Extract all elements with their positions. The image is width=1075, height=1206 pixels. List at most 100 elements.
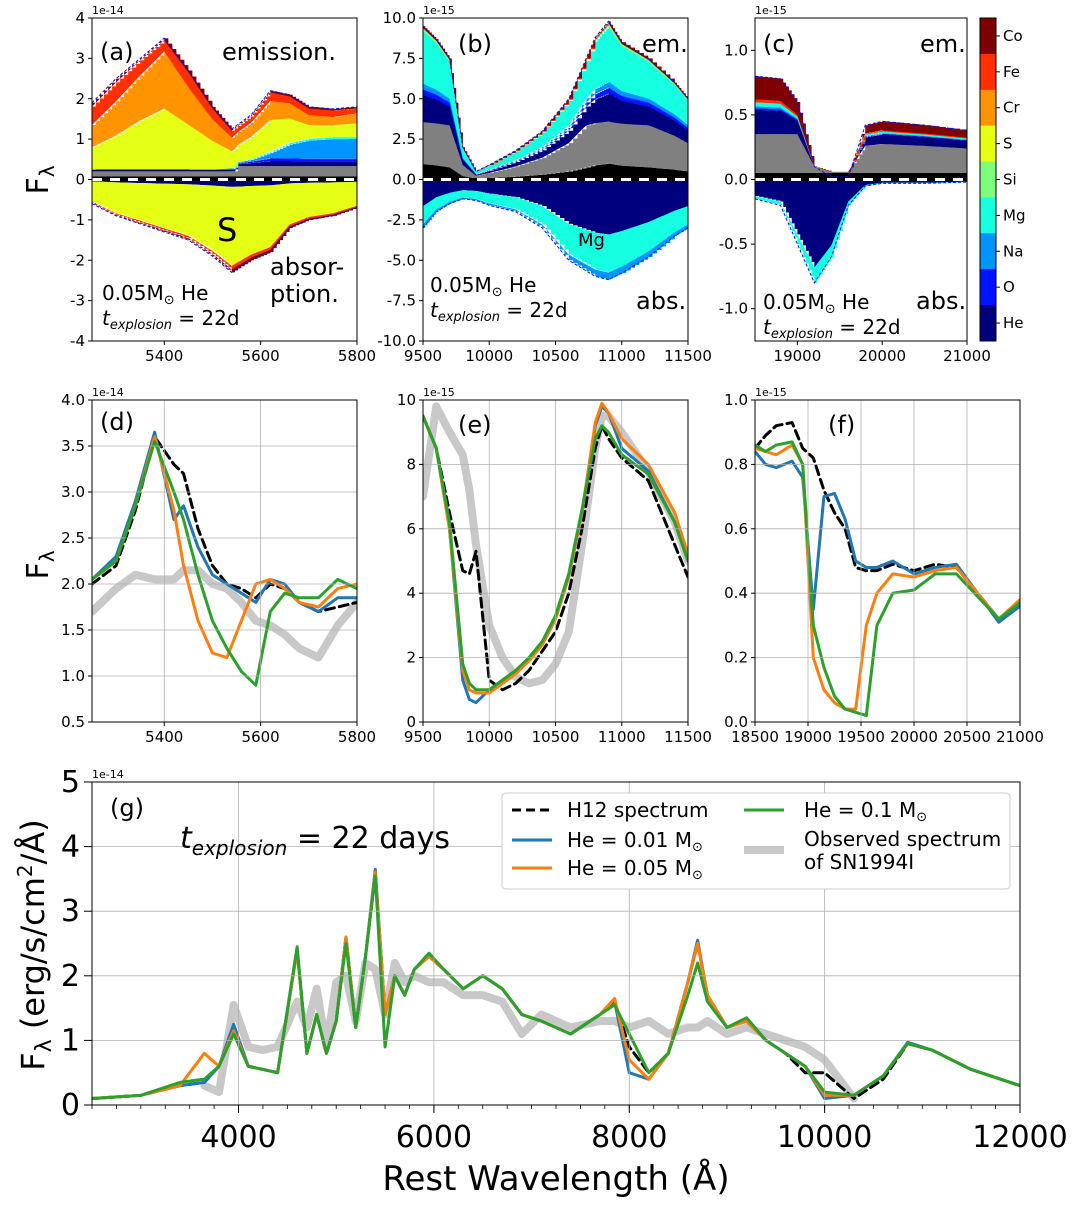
y-tick-label: 10.0 (383, 9, 416, 27)
y-tick-label: 3 (75, 49, 85, 67)
y-tick-label: 3 (61, 894, 80, 929)
legend-he01: He = 0.1 M⊙ (804, 798, 927, 825)
label-c: (c) (763, 30, 795, 58)
y-tick-label: 2 (61, 959, 80, 994)
series-line-he-0-05-m- (423, 401, 688, 695)
legend-obs1: Observed spectrum (804, 827, 1001, 851)
y-tick-label: 3.0 (61, 483, 85, 501)
annot-g-texp: texplosion = 22 days (180, 821, 450, 860)
panel-a: 5400 5600 5800 -4 -3 -2 -1 0 1 2 3 4 1e-14 (70, 4, 376, 365)
axis-exponent: 1e-14 (92, 768, 124, 781)
ylabel-g: Fλ (erg/s/cm2/Å) (13, 819, 57, 1071)
y-tick-label: 3.5 (61, 437, 85, 455)
x-tick-label: 10000 (465, 347, 513, 365)
series-line-he-0-01-m- (755, 450, 1020, 624)
colorbar-label-s: S (1003, 135, 1013, 153)
x-tick-label: 9500 (404, 728, 442, 746)
band-s (92, 108, 357, 170)
x-tick-label: 18500 (731, 728, 779, 746)
x-tick-label: 10000 (465, 728, 513, 746)
colorbar-frame (979, 17, 997, 342)
y-tick-label: -0.5 (719, 235, 748, 253)
x-tick-label: 21000 (996, 728, 1044, 746)
band-grey (92, 166, 357, 177)
y-tick-label: 1 (75, 130, 85, 148)
y-tick-label: 0.5 (61, 713, 85, 731)
band-na (92, 138, 357, 170)
x-tick-label: 5600 (242, 728, 280, 746)
plot-area (423, 20, 688, 281)
abs-band-mg (755, 181, 967, 283)
abs-band-he (92, 179, 357, 187)
y-tick-label: 1 (61, 1023, 80, 1058)
y-tick-label: 0 (406, 713, 416, 731)
axes-frame (91, 399, 358, 723)
x-tick-label: 21000 (943, 347, 991, 365)
label-b: (b) (458, 30, 492, 58)
absorption-outline (423, 198, 688, 281)
series-line-he-0-05-m- (92, 870, 1020, 1101)
legend-he001: He = 0.01 M⊙ (567, 828, 703, 855)
annot-a-em: emission. (222, 38, 336, 66)
series-line-he-0-1-m- (92, 439, 357, 687)
y-tick-label: 5 (61, 765, 80, 800)
y-tick-label: 0 (75, 171, 85, 189)
emission-outline (92, 37, 357, 130)
series-line-he-0-1-m- (92, 874, 1020, 1101)
y-tick-label: 2.5 (392, 130, 416, 148)
series-line-he-0-05-m- (755, 443, 1020, 711)
annot-a-abs1: absor- (270, 253, 344, 281)
label-d: (d) (100, 408, 134, 436)
x-tick-label: 10000 (777, 1120, 872, 1155)
panel-g: 4000 6000 8000 10000 12000 0 1 2 3 4 5 1e-14 (61, 765, 1068, 1155)
x-tick-label: 5400 (145, 728, 183, 746)
y-tick-label: 4 (75, 9, 85, 27)
y-tick-label: 0.0 (724, 713, 748, 731)
colorbar-swatch-fe (980, 53, 996, 91)
axes-frame (91, 781, 1021, 1106)
colorbar-swatch-mg (980, 197, 996, 234)
panel-b: 9500 10000 10500 11000 11500 -10.0 -7.5 -5.0 -2.… (377, 4, 712, 365)
y-tick-label: -1 (70, 211, 85, 229)
series-line-h12-spectrum (423, 414, 688, 692)
y-tick-label: 2 (75, 90, 85, 108)
x-tick-label: 20000 (858, 347, 906, 365)
axes-frame (91, 17, 358, 342)
colorbar-swatch-na (980, 233, 996, 270)
axis-exponent: 1e-15 (423, 386, 455, 399)
y-tick-label: 2.0 (61, 575, 85, 593)
ylabel-a: Fλ (21, 165, 59, 194)
colorbar-label-mg: Mg (1003, 206, 1025, 224)
colorbar-label-na: Na (1003, 242, 1023, 260)
annot-c-texp: texplosion = 22d (763, 315, 901, 342)
absorption-outline (92, 203, 357, 273)
axis-exponent: 1e-14 (92, 386, 124, 399)
colorbar-swatch-cr (980, 89, 996, 127)
x-tick-label: 19000 (774, 347, 822, 365)
annot-a-S: S (217, 211, 237, 249)
y-tick-label: -1.0 (719, 300, 748, 318)
y-tick-label: 8 (406, 455, 416, 473)
y-tick-label: 2.5 (61, 529, 85, 547)
annot-a-mass: 0.05M⊙ He (102, 281, 208, 308)
band-grey (423, 121, 688, 179)
y-tick-label: 2 (406, 649, 416, 667)
colorbar-label-o: O (1003, 278, 1015, 296)
plot-area (92, 37, 357, 273)
y-tick-label: 1.0 (61, 667, 85, 685)
emission-outline (423, 20, 688, 173)
colorbar-swatch-co (980, 18, 996, 55)
x-tick-label: 4000 (200, 1120, 276, 1155)
x-tick-label: 20000 (890, 728, 938, 746)
y-tick-label: 5.0 (392, 90, 416, 108)
axis-exponent: 1e-14 (92, 4, 124, 17)
x-tick-label: 11500 (664, 347, 712, 365)
y-tick-label: 0.0 (392, 171, 416, 189)
annot-c-em: em. (920, 30, 966, 58)
abs-band-mg (423, 190, 688, 273)
axis-exponent: 1e-15 (755, 386, 787, 399)
axis-exponent: 1e-15 (755, 4, 787, 17)
axis-exponent: 1e-15 (423, 4, 455, 17)
series-line-h12-spectrum (92, 870, 1020, 1101)
